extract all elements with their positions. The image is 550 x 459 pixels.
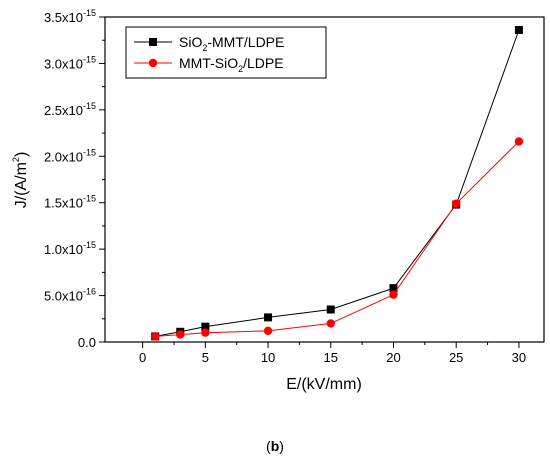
series-2-point	[452, 199, 461, 208]
legend-marker-series-2	[148, 58, 158, 68]
y-tick-label: 1.5x10-15	[44, 194, 96, 211]
series-1-point	[389, 284, 398, 293]
x-tick-label: 10	[261, 350, 275, 365]
y-tick-label: 2.0x10-15	[44, 147, 96, 164]
ticks-layer: 0 5 10 15 20 25 30 0.0 5.0x10-16 1.0x10-15 1.5x10-…	[44, 8, 526, 365]
series-1-point	[326, 305, 335, 314]
series-1-point	[264, 313, 273, 322]
series-1-point	[201, 322, 210, 331]
x-tick-label: 15	[324, 350, 338, 365]
legend: SiO2-MMT/LDPE MMT-SiO2/LDPE	[125, 26, 327, 79]
legend-label-series-1: SiO2-MMT/LDPE	[179, 34, 284, 53]
y-axis-title: J/(A/m2)	[11, 152, 30, 209]
x-tick-label: 30	[512, 350, 526, 365]
series-2-point	[201, 328, 210, 337]
x-tick-label: 0	[139, 350, 146, 365]
y-tick-label: 0.0	[78, 335, 96, 350]
y-tick-label: 1.0x10-15	[44, 240, 96, 257]
series-2-point	[263, 326, 273, 336]
legend-box	[125, 26, 327, 79]
plot-frame	[104, 16, 545, 343]
series-2-point	[514, 137, 524, 146]
series-2-point	[176, 330, 185, 339]
x-axis-title: E/(kV/mm)	[286, 376, 362, 393]
y-tick-label: 3.0x10-15	[44, 54, 96, 71]
legend-label-series-2: MMT-SiO2/LDPE	[179, 55, 284, 74]
x-tick-label: 25	[449, 350, 463, 365]
y-tick-label: 3.5x10-15	[44, 8, 96, 25]
y-tick-label: 2.5x10-15	[44, 101, 96, 118]
y-tick-label: 5.0x10-16	[44, 287, 96, 304]
series-2-point	[326, 319, 335, 328]
series-1-point	[514, 26, 523, 34]
series-2-point	[389, 290, 398, 299]
x-tick-label: 5	[202, 350, 209, 365]
figure-caption: (b)	[266, 438, 284, 454]
legend-marker-series-1	[149, 38, 157, 46]
series-2-point	[150, 332, 160, 341]
series-layer	[150, 26, 524, 341]
x-tick-label: 20	[386, 350, 400, 365]
